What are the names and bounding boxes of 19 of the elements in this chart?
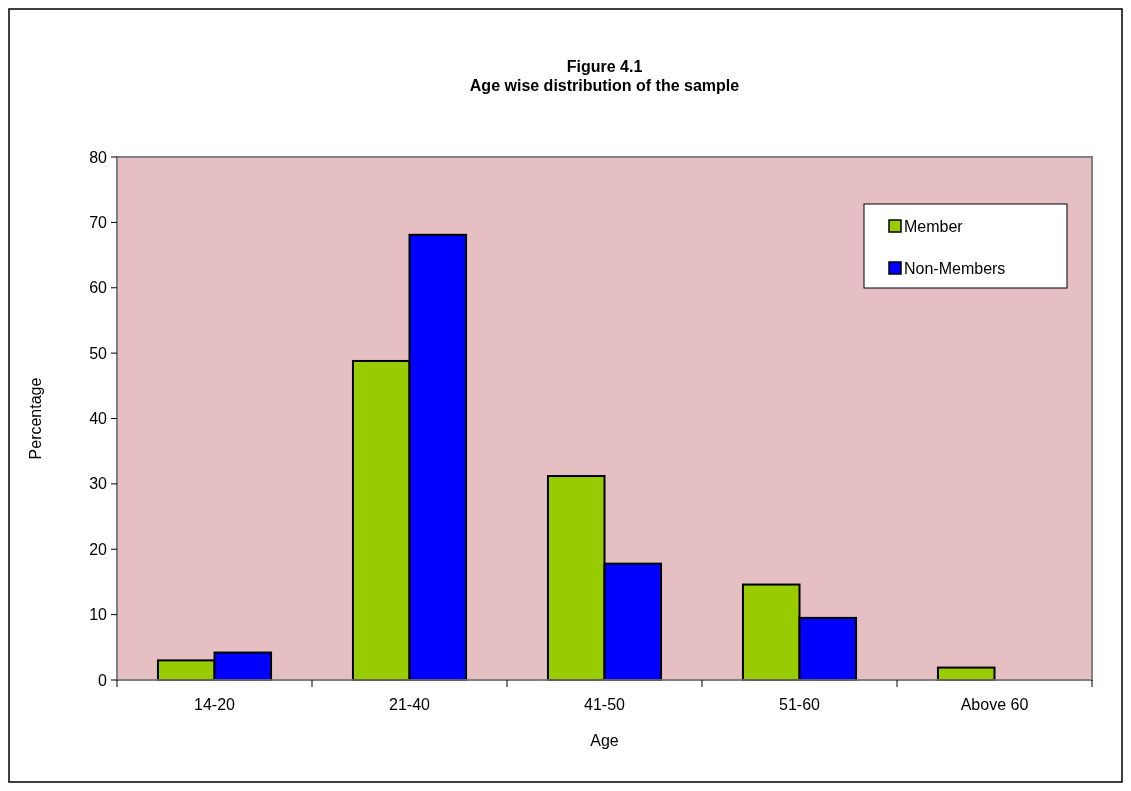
y-tick-label: 40 — [89, 410, 108, 428]
x-tick-label: 14-20 — [194, 696, 236, 713]
legend-label: Member — [904, 218, 964, 235]
y-tick-label: 0 — [98, 671, 108, 689]
y-tick-label: 10 — [89, 606, 108, 624]
y-tick-label: 50 — [89, 344, 108, 362]
y-tick-label: 60 — [89, 279, 108, 297]
x-tick-label: Above 60 — [960, 696, 1029, 713]
y-tick-label: 20 — [89, 540, 108, 558]
x-tick-label: 41-50 — [584, 696, 626, 713]
x-axis-title: Age — [590, 732, 619, 749]
legend-label: Non-Members — [904, 260, 1006, 277]
y-tick-label: 80 — [89, 148, 108, 166]
chart-title: Figure 4.1 Age wise distribution of the sample — [469, 58, 740, 94]
y-tick-label: 30 — [89, 475, 108, 493]
y-axis-title: Percentage — [27, 377, 44, 460]
x-tick-label: 51-60 — [779, 696, 821, 713]
y-tick-label: 70 — [89, 213, 108, 231]
x-tick-label: 21-40 — [389, 696, 431, 713]
